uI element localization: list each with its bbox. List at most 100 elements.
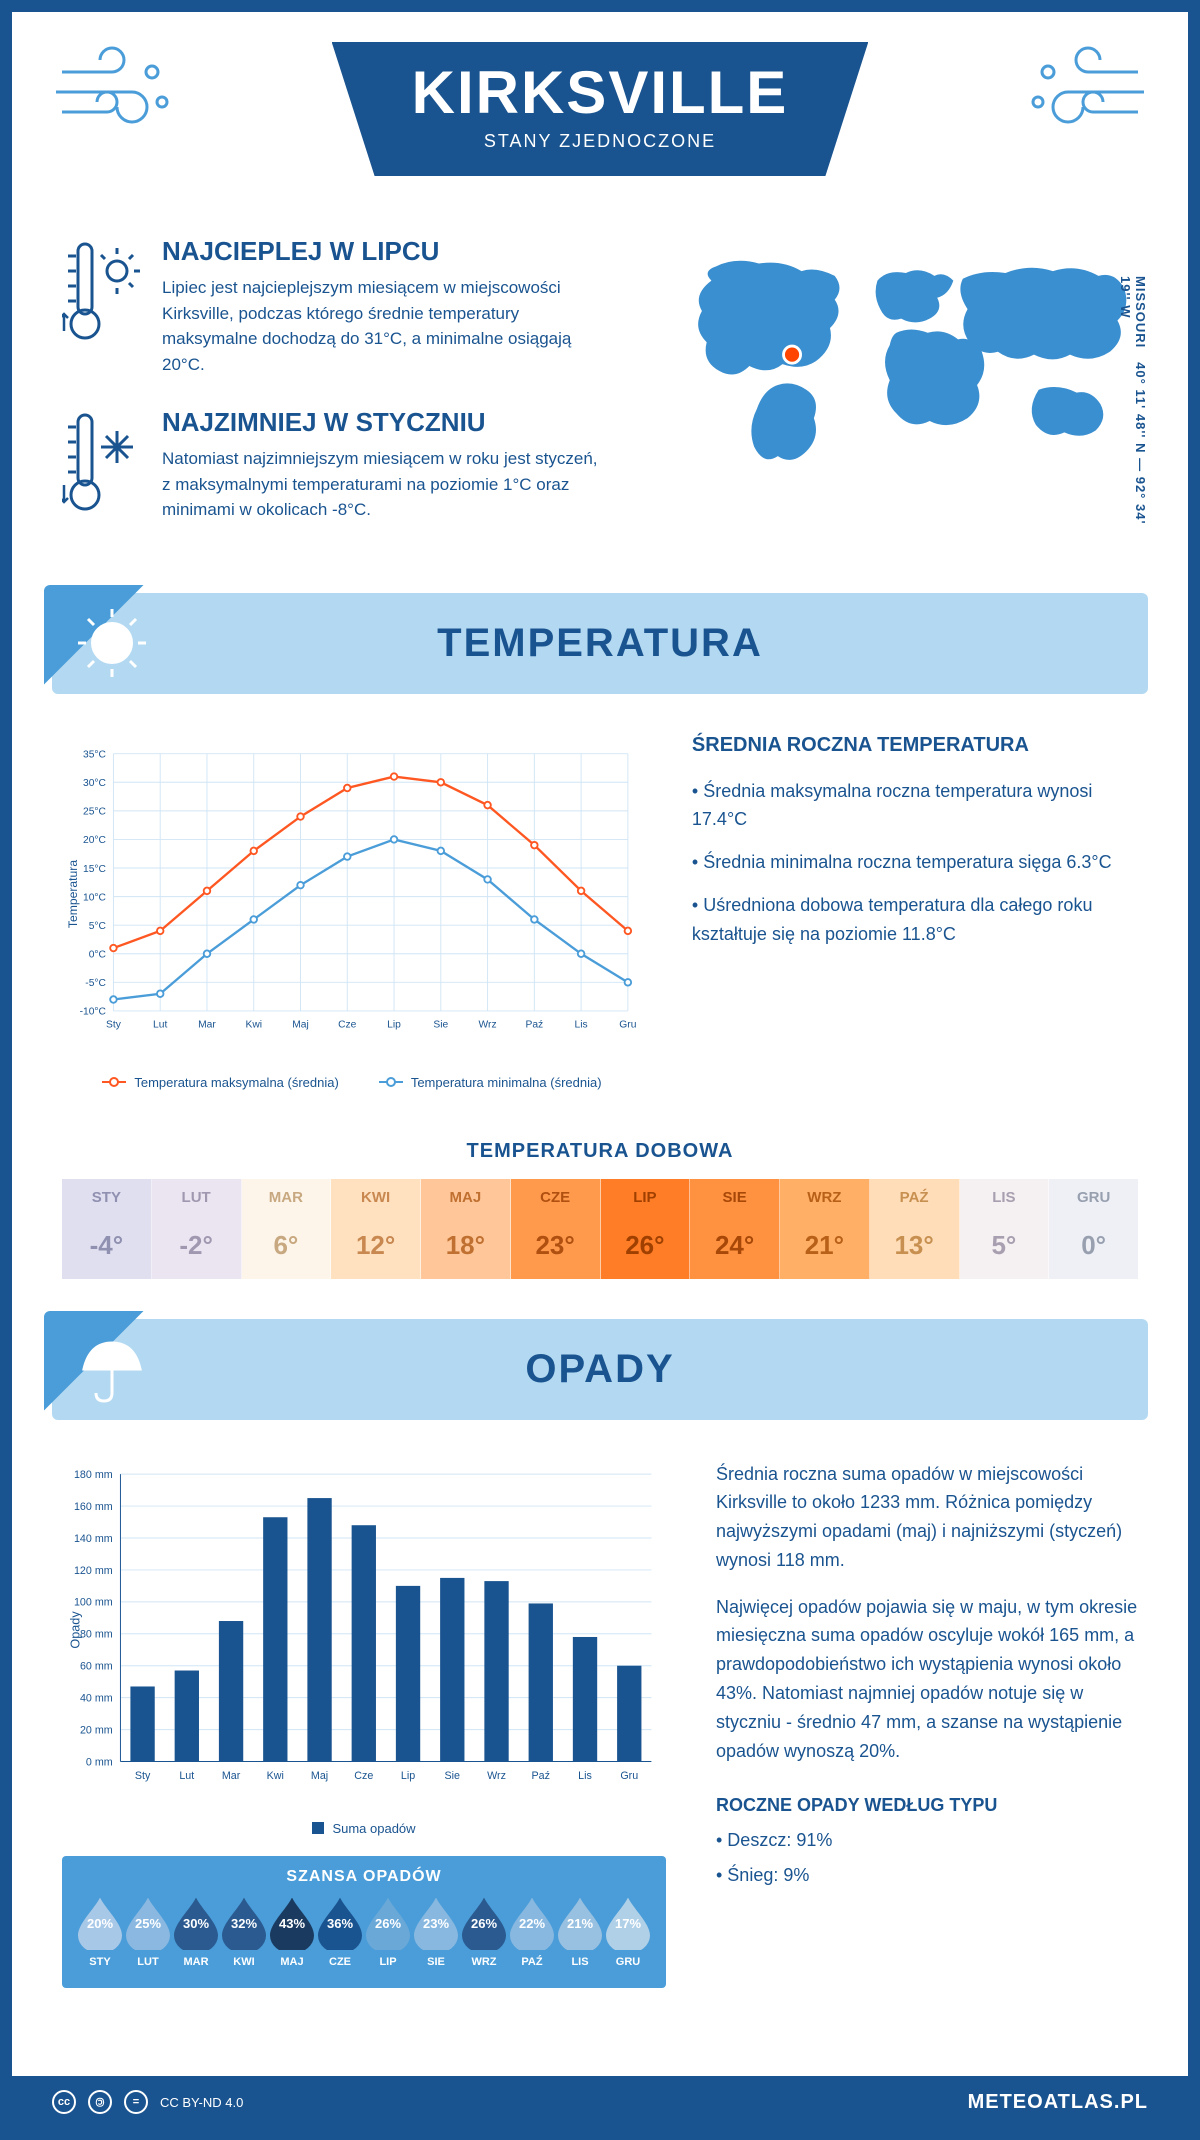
svg-text:Sie: Sie (433, 1019, 448, 1030)
chance-drop: 20%STY (78, 1898, 122, 1968)
daily-temp-cell: GRU0° (1049, 1179, 1138, 1279)
precipitation-legend: Suma opadów (62, 1821, 666, 1836)
temperature-legend: Temperatura maksymalna (średnia) Tempera… (62, 1075, 642, 1090)
svg-text:120 mm: 120 mm (74, 1564, 113, 1576)
daily-temp-cell: LUT-2° (152, 1179, 242, 1279)
svg-text:180 mm: 180 mm (74, 1469, 113, 1481)
temperature-line-chart: -10°C-5°C0°C5°C10°C15°C20°C25°C30°C35°CS… (62, 734, 642, 1090)
precipitation-chance-panel: SZANSA OPADÓW 20%STY25%LUT30%MAR32%KWI43… (62, 1856, 666, 1988)
precipitation-banner: OPADY (52, 1319, 1148, 1420)
chance-drop: 22%PAŹ (510, 1898, 554, 1968)
svg-text:80 mm: 80 mm (80, 1628, 113, 1640)
svg-text:Kwi: Kwi (245, 1019, 262, 1030)
avg-temp-line: • Średnia maksymalna roczna temperatura … (692, 777, 1138, 835)
wind-decoration-right (1008, 42, 1148, 142)
svg-text:0°C: 0°C (89, 949, 107, 960)
svg-text:Opady: Opady (69, 1610, 83, 1648)
precip-type-title: ROCZNE OPADY WEDŁUG TYPU (716, 1795, 1138, 1816)
thermometer-cold-icon (62, 407, 142, 517)
precip-text-1: Średnia roczna suma opadów w miejscowośc… (716, 1460, 1138, 1575)
svg-text:Lis: Lis (578, 1770, 592, 1782)
svg-text:Wrz: Wrz (487, 1770, 506, 1782)
coldest-text: Natomiast najzimniejszym miesiącem w rok… (162, 446, 605, 523)
svg-text:Kwi: Kwi (267, 1770, 284, 1782)
chance-drop: 32%KWI (222, 1898, 266, 1968)
daily-temp-cell: LIP26° (601, 1179, 691, 1279)
hottest-block: NAJCIEPLEJ W LIPCU Lipiec jest najcieple… (62, 236, 605, 377)
nd-icon: = (124, 2090, 148, 2114)
svg-text:20 mm: 20 mm (80, 1724, 113, 1736)
svg-text:Temperatura: Temperatura (66, 859, 80, 927)
cc-icon: cc (52, 2090, 76, 2114)
daily-temp-cell: WRZ21° (780, 1179, 870, 1279)
avg-temp-line: • Uśredniona dobowa temperatura dla całe… (692, 891, 1138, 949)
header: KIRKSVILLE STANY ZJEDNOCZONE (12, 12, 1188, 216)
svg-text:160 mm: 160 mm (74, 1500, 113, 1512)
precip-snow: • Śnieg: 9% (716, 1861, 1138, 1890)
svg-text:Gru: Gru (620, 1770, 638, 1782)
svg-text:Maj: Maj (311, 1770, 328, 1782)
svg-text:-5°C: -5°C (85, 978, 106, 989)
thermometer-hot-icon (62, 236, 142, 346)
avg-temp-title: ŚREDNIA ROCZNA TEMPERATURA (692, 734, 1138, 757)
daily-temp-cell: KWI12° (331, 1179, 421, 1279)
svg-text:20°C: 20°C (83, 835, 107, 846)
hottest-title: NAJCIEPLEJ W LIPCU (162, 236, 605, 267)
city-name: KIRKSVILLE (412, 58, 789, 127)
site-name: METEOATLAS.PL (968, 2091, 1148, 2114)
svg-text:0 mm: 0 mm (86, 1756, 113, 1768)
precip-text-2: Najwięcej opadów pojawia się w maju, w t… (716, 1593, 1138, 1766)
svg-text:Mar: Mar (198, 1019, 216, 1030)
svg-text:Sty: Sty (135, 1770, 151, 1782)
temperature-banner: TEMPERATURA (52, 593, 1148, 694)
precipitation-title: OPADY (52, 1347, 1148, 1392)
svg-text:Wrz: Wrz (479, 1019, 497, 1030)
chance-drop: 43%MAJ (270, 1898, 314, 1968)
coordinates: MISSOURI 40° 11' 48'' N — 92° 34' 19'' W (1118, 276, 1148, 553)
svg-text:Paź: Paź (525, 1019, 543, 1030)
svg-text:Lip: Lip (387, 1019, 401, 1030)
svg-text:15°C: 15°C (83, 863, 107, 874)
coldest-title: NAJZIMNIEJ W STYCZNIU (162, 407, 605, 438)
avg-temp-line: • Średnia minimalna roczna temperatura s… (692, 848, 1138, 877)
chance-drop: 23%SIE (414, 1898, 458, 1968)
chance-drop: 21%LIS (558, 1898, 602, 1968)
location-marker (783, 346, 800, 363)
svg-text:Gru: Gru (619, 1019, 636, 1030)
footer: cc 🄯 = CC BY-ND 4.0 METEOATLAS.PL (12, 2076, 1188, 2128)
svg-text:Sie: Sie (445, 1770, 461, 1782)
daily-temp-table: STY-4°LUT-2°MAR6°KWI12°MAJ18°CZE23°LIP26… (62, 1179, 1138, 1279)
svg-text:25°C: 25°C (83, 806, 107, 817)
svg-text:Cze: Cze (338, 1019, 357, 1030)
temperature-title: TEMPERATURA (52, 621, 1148, 666)
daily-temp-cell: MAJ18° (421, 1179, 511, 1279)
svg-text:40 mm: 40 mm (80, 1692, 113, 1704)
chance-drop: 36%CZE (318, 1898, 362, 1968)
chance-drop: 17%GRU (606, 1898, 650, 1968)
svg-text:Cze: Cze (354, 1770, 373, 1782)
country-name: STANY ZJEDNOCZONE (412, 131, 789, 152)
svg-text:30°C: 30°C (83, 778, 107, 789)
svg-text:Paź: Paź (532, 1770, 550, 1782)
daily-temp-cell: SIE24° (690, 1179, 780, 1279)
daily-temp-cell: CZE23° (511, 1179, 601, 1279)
chance-title: SZANSA OPADÓW (78, 1868, 650, 1886)
chance-drop: 30%MAR (174, 1898, 218, 1968)
daily-temp-cell: STY-4° (62, 1179, 152, 1279)
svg-text:Lut: Lut (179, 1770, 194, 1782)
chance-drop: 25%LUT (126, 1898, 170, 1968)
wind-decoration-left (52, 42, 192, 142)
svg-text:35°C: 35°C (83, 749, 107, 760)
svg-text:Maj: Maj (292, 1019, 309, 1030)
daily-temp-cell: PAŹ13° (870, 1179, 960, 1279)
license-text: CC BY-ND 4.0 (160, 2095, 243, 2110)
precip-rain: • Deszcz: 91% (716, 1826, 1138, 1855)
daily-temp-cell: LIS5° (960, 1179, 1050, 1279)
svg-text:10°C: 10°C (83, 892, 107, 903)
svg-text:Mar: Mar (222, 1770, 241, 1782)
svg-text:Lip: Lip (401, 1770, 415, 1782)
svg-text:140 mm: 140 mm (74, 1532, 113, 1544)
by-icon: 🄯 (88, 2090, 112, 2114)
svg-text:60 mm: 60 mm (80, 1660, 113, 1672)
intro-section: NAJCIEPLEJ W LIPCU Lipiec jest najcieple… (12, 216, 1188, 593)
